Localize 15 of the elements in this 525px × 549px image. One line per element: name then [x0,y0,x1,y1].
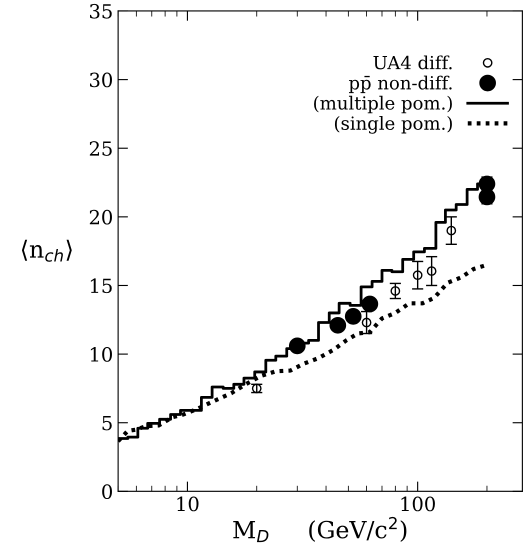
legend-label: UA4 diff. [373,55,452,70]
legend-label: (single pom.) [334,116,452,134]
text: M$_{D}$ (GeV/c$^{2}$) [233,516,406,542]
y-tick-label: 0 [102,484,112,500]
y-tick-label: 15 [90,278,112,294]
y-tick-label: 20 [90,210,112,225]
y-tick-label: 30 [90,72,112,88]
y-tick-label: 10 [90,347,112,362]
y-tick-label: 5 [102,416,112,430]
legend-label: (multiple pom.) [314,96,452,114]
y-tick-label: 25 [90,141,112,156]
legend-label: pp̄ non-diff. [348,76,452,94]
y-tick-label: 35 [90,4,112,19]
y-axis-title: ⟨n$_{ch}$⟩ [22,240,72,262]
x-tick-label: 100 [401,496,435,512]
